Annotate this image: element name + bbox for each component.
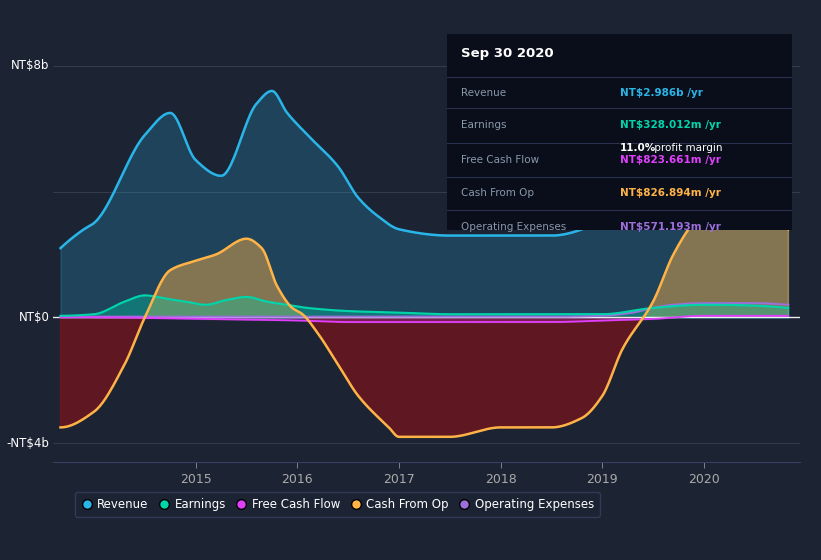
Legend: Revenue, Earnings, Free Cash Flow, Cash From Op, Operating Expenses: Revenue, Earnings, Free Cash Flow, Cash …: [75, 492, 600, 517]
Text: NT$571.193m /yr: NT$571.193m /yr: [620, 222, 721, 232]
Text: -NT$4b: -NT$4b: [7, 437, 49, 450]
Text: NT$8b: NT$8b: [11, 59, 49, 72]
Text: profit margin: profit margin: [651, 143, 722, 153]
Text: Earnings: Earnings: [461, 120, 507, 130]
Text: NT$826.894m /yr: NT$826.894m /yr: [620, 189, 721, 198]
Text: NT$0: NT$0: [19, 311, 49, 324]
Text: 11.0%: 11.0%: [620, 143, 656, 153]
Text: NT$328.012m /yr: NT$328.012m /yr: [620, 120, 721, 130]
Text: NT$2.986b /yr: NT$2.986b /yr: [620, 88, 703, 99]
Text: Revenue: Revenue: [461, 88, 507, 99]
Text: NT$823.661m /yr: NT$823.661m /yr: [620, 155, 721, 165]
Text: Operating Expenses: Operating Expenses: [461, 222, 566, 232]
Text: Sep 30 2020: Sep 30 2020: [461, 48, 554, 60]
Text: Free Cash Flow: Free Cash Flow: [461, 155, 539, 165]
Text: Cash From Op: Cash From Op: [461, 189, 534, 198]
